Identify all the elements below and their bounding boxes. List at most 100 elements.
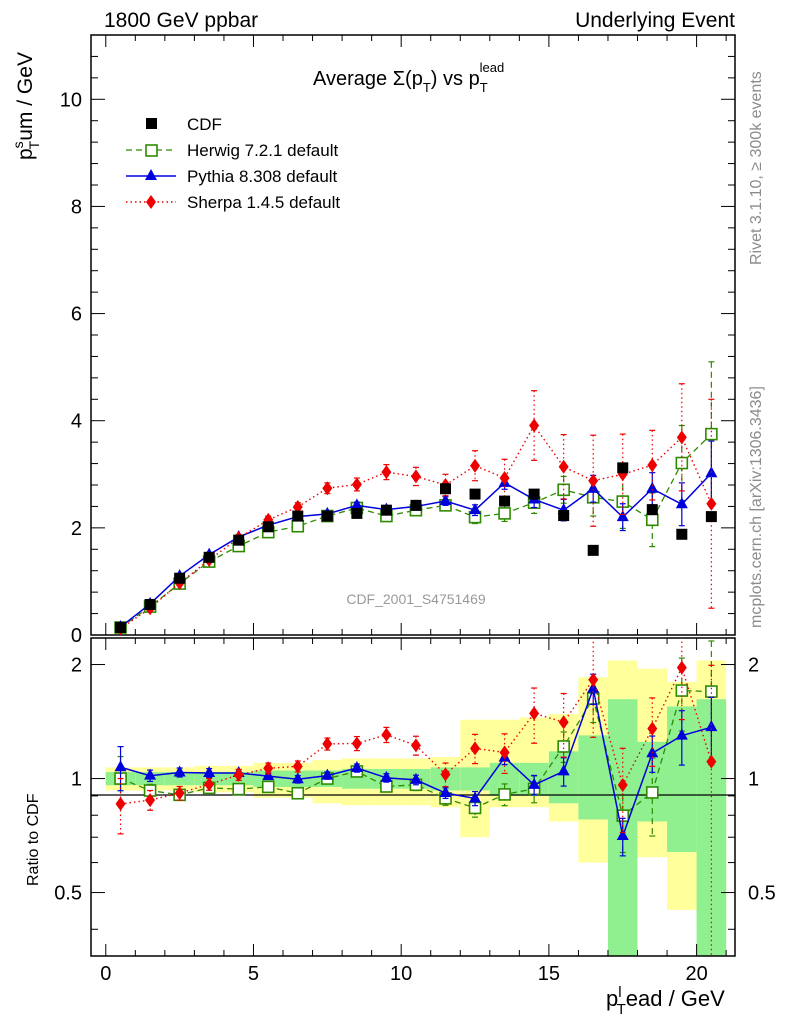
cdf-point <box>203 551 215 563</box>
y-tick-label: 8 <box>71 196 82 218</box>
sherpa-ratio-point <box>322 736 333 751</box>
legend-cdf: CDF <box>187 115 222 134</box>
header-right: Underlying Event <box>575 9 735 32</box>
band-inner <box>342 768 372 789</box>
pythia-ratio-point <box>173 765 186 777</box>
herwig-ratio-point <box>645 786 659 799</box>
legend-herwig: Herwig 7.2.1 default <box>187 141 338 160</box>
pythia-ratio-point <box>469 791 482 803</box>
band-inner <box>164 772 195 786</box>
cdf-point <box>321 510 333 522</box>
sherpa-point <box>322 481 333 496</box>
sherpa-ratio-point <box>410 738 421 753</box>
plot-title-sub2: T <box>480 80 488 95</box>
sherpa-ratio-point <box>647 721 658 736</box>
legend-marker-cdf <box>146 118 157 129</box>
pythia-point <box>469 503 482 515</box>
x-tick-label: 15 <box>538 963 560 985</box>
plot-title-sup2: lead <box>480 60 505 75</box>
plot-title-sub1: T <box>423 80 431 95</box>
ratio-panel-frame <box>90 637 736 957</box>
cdf-point <box>262 521 274 533</box>
sherpa-ratio-point <box>233 767 244 782</box>
herwig-ratio-point <box>261 780 275 794</box>
legend-pythia: Pythia 8.308 default <box>187 167 338 186</box>
sherpa-point <box>470 458 481 473</box>
ylabel-top-sup: s <box>10 141 26 148</box>
pythia-point <box>616 510 629 522</box>
x-tick-label: 0 <box>100 963 111 985</box>
sherpa-ratio-point <box>440 767 451 782</box>
cdf-point <box>410 499 422 511</box>
herwig-point <box>675 456 689 470</box>
sherpa-ratio-point <box>470 741 481 756</box>
plot-title-main: Average Σ(p <box>313 68 423 90</box>
cdf-point <box>705 511 717 523</box>
band-inner <box>460 767 490 791</box>
sherpa-ratio-point <box>292 759 303 774</box>
cdf-point <box>469 488 481 500</box>
sherpa-ratio-point <box>263 761 274 776</box>
herwig-line <box>120 433 712 629</box>
herwig-ratio-point <box>498 788 511 801</box>
xlabel-sup: l <box>618 984 621 1001</box>
pythia-ratio-point <box>291 772 304 784</box>
sherpa-ratio-point <box>351 736 362 751</box>
sherpa-point <box>676 430 687 445</box>
sherpa-ratio-point <box>204 777 215 792</box>
cdf-point <box>292 510 304 522</box>
ratio-tick-label-right: 2 <box>748 655 759 677</box>
x-tick-label: 5 <box>248 963 259 985</box>
legend-sherpa: Sherpa 1.4.5 default <box>187 193 340 212</box>
pythia-ratio-point <box>705 720 718 732</box>
pythia-point <box>350 498 363 510</box>
cdf-point <box>144 598 156 610</box>
band-inner <box>578 735 608 820</box>
cdf-point <box>115 622 127 633</box>
ratio-tick-label-left: 2 <box>71 655 82 677</box>
pythia-ratio-point <box>409 772 422 784</box>
watermark: CDF_2001_S4751469 <box>346 591 486 607</box>
pythia-ratio-point <box>350 761 363 773</box>
herwig-ratio-point <box>705 685 718 698</box>
sherpa-point <box>588 473 599 488</box>
sherpa-point <box>410 469 421 484</box>
legend-marker-herwig <box>145 144 158 157</box>
x-tick-label: 20 <box>685 963 707 985</box>
sherpa-ratio-point <box>676 660 687 675</box>
cdf-point <box>439 483 451 495</box>
sherpa-ratio-point <box>588 672 599 687</box>
sherpa-ratio-point <box>706 754 717 769</box>
herwig-point <box>705 427 718 441</box>
ratio-tick-label-left: 1 <box>71 769 82 791</box>
herwig-point <box>291 519 305 533</box>
herwig-point <box>498 507 511 520</box>
herwig-ratio-point <box>557 740 570 753</box>
xlabel-rest: ead / GeV <box>626 986 725 1011</box>
plot-title: Average Σ(pT) vs pTlead <box>313 60 504 95</box>
ylabel-top-main: p <box>14 148 37 160</box>
ratio-tick-label-left: 0.5 <box>54 883 82 905</box>
pythia-ratio-point <box>616 829 629 841</box>
ylabel-ratio: Ratio to CDF <box>25 793 42 886</box>
main-series <box>114 361 718 635</box>
mcplots-label: mcplots.cern.ch [arXiv:1306.3436] <box>748 386 765 628</box>
herwig-ratio-point <box>232 782 246 796</box>
ylabel-top: psTum / GeV <box>10 52 42 160</box>
pythia-point <box>675 497 688 509</box>
sherpa-point <box>381 465 392 480</box>
sherpa-ratio-point <box>617 777 628 792</box>
sherpa-point <box>558 459 569 474</box>
cdf-point <box>233 534 245 546</box>
pythia-point <box>439 494 452 506</box>
cdf-point <box>351 507 363 519</box>
y-tick-label: 10 <box>60 89 82 111</box>
ratio-tick-label-right: 1 <box>748 769 759 791</box>
cdf-point <box>499 495 511 507</box>
sherpa-point <box>351 477 362 492</box>
cdf-point <box>174 572 186 584</box>
axis-ticks: 0 5 10 15 20 0 2 4 6 8 10 0.5 0.5 1 1 2 2 <box>54 34 776 985</box>
sherpa-ratio-point <box>558 715 569 730</box>
sherpa-ratio-point <box>499 745 510 760</box>
herwig-ratio-line <box>120 689 712 817</box>
